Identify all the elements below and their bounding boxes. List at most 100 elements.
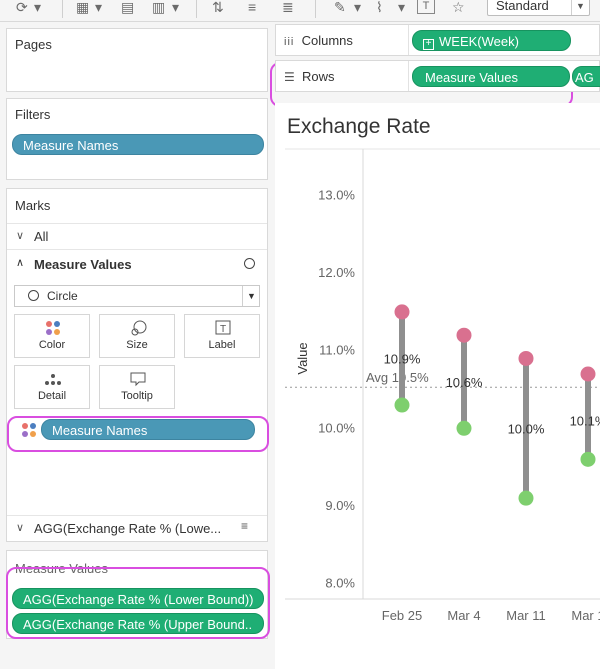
columns-icon: iii	[284, 36, 295, 48]
size-button[interactable]: Size	[99, 314, 175, 358]
detail-icon	[45, 374, 61, 385]
tooltip-button-label: Tooltip	[121, 390, 153, 402]
size-icon	[131, 320, 147, 336]
mark-type-select[interactable]: Circle ▼	[14, 285, 260, 307]
upper-bound-point	[580, 366, 596, 382]
tooltip-button[interactable]: Tooltip	[99, 365, 175, 409]
chart: 13.0% 12.0% 11.0% 10.0% 9.0% 8.0% Value Avg 10.…	[285, 148, 600, 623]
marks-measure-values-label: Measure Values	[34, 257, 132, 272]
lower-bound-point	[394, 397, 410, 413]
y-tick-label: 11.0%	[319, 343, 355, 358]
y-tick-label: 13.0%	[318, 188, 355, 203]
rows-shelf-header: ☰ Rows	[284, 69, 335, 84]
lower-bound-point	[456, 420, 472, 436]
y-tick-label: 9.0%	[325, 498, 355, 513]
y-tick-label: 12.0%	[318, 265, 355, 280]
lower-bound-point	[518, 490, 534, 506]
view-title: Exchange Rate	[287, 115, 431, 138]
swap-rows-columns-icon[interactable]: ⇅	[212, 0, 224, 15]
marks-all-label: All	[34, 229, 49, 244]
rows-icon: ☰	[284, 70, 295, 84]
rows-label: Rows	[302, 69, 335, 84]
marks-agg-row[interactable]: ∨ AGG(Exchange Rate % (Lowe... ≡	[7, 515, 267, 541]
y-axis-title: Value	[295, 342, 310, 374]
upper-bound-point	[456, 327, 472, 343]
dropdown-arrow-icon[interactable]: ▾	[354, 0, 362, 15]
pages-title: Pages	[15, 37, 52, 52]
columns-shelf-header: iii Columns	[284, 33, 353, 48]
y-tick-label: 8.0%	[325, 575, 355, 590]
pages-card[interactable]: Pages	[6, 28, 268, 92]
average-reference-label: Avg 10.5%	[366, 370, 429, 385]
color-button[interactable]: Color	[14, 314, 90, 358]
view-size-select[interactable]: Standard ▼	[487, 0, 590, 16]
dropdown-arrow-icon[interactable]: ▾	[172, 0, 180, 15]
x-tick-label: Mar 11	[506, 608, 546, 623]
redo-icon[interactable]: ⟳	[16, 0, 28, 15]
measure-values-card: Measure Values AGG(Exchange Rate % (Lowe…	[6, 550, 268, 639]
upper-bound-point	[394, 304, 410, 320]
mark-type-value: Circle	[47, 289, 78, 303]
shelf-divider	[408, 61, 409, 91]
chevron-up-icon: ∧	[16, 257, 25, 269]
highlight-color-field	[7, 416, 269, 452]
data-label: 10.1%	[570, 414, 600, 429]
filters-title: Filters	[15, 107, 51, 122]
sort-ascending-icon[interactable]: ≡	[248, 0, 257, 15]
view-size-value: Standard	[496, 0, 549, 13]
svg-text:T: T	[220, 324, 226, 335]
data-label: 10.6%	[446, 375, 483, 390]
color-dots-icon	[46, 321, 60, 335]
detail-button[interactable]: Detail	[14, 365, 90, 409]
upper-bound-point	[518, 350, 534, 366]
dropdown-arrow-icon[interactable]: ▾	[398, 0, 406, 15]
viz-area: Exchange Rate 13.0% 12.0% 11.0% 10.0% 9.0% 8.…	[275, 103, 600, 669]
columns-label: Columns	[301, 33, 353, 48]
pin-icon[interactable]: ☆	[452, 0, 465, 15]
rows-pill-measure-values[interactable]: Measure Values	[412, 66, 570, 87]
toolbar-divider	[315, 0, 316, 18]
label-button[interactable]: T Label	[184, 314, 260, 358]
new-sheet-icon[interactable]: ▦	[76, 0, 90, 15]
filters-card[interactable]: Filters Measure Names	[6, 98, 268, 180]
marks-title: Marks	[15, 198, 51, 213]
marks-agg-label: AGG(Exchange Rate % (Lowe...	[34, 521, 222, 536]
columns-shelf[interactable]: iii Columns + WEEK(Week)	[275, 24, 600, 56]
x-tick-label: Mar 4	[447, 608, 480, 623]
dropdown-arrow-icon[interactable]: ▾	[95, 0, 103, 15]
rows-pill-agg[interactable]: AG	[572, 66, 600, 87]
columns-pill-week[interactable]: + WEEK(Week)	[412, 30, 571, 51]
clear-sheet-icon[interactable]: ▥	[152, 0, 166, 15]
chevron-down-icon: ▼	[571, 0, 589, 15]
marks-all-row[interactable]: ∨ All	[7, 223, 267, 249]
show-mark-labels-icon[interactable]: T	[417, 0, 435, 14]
dropdown-arrow-icon[interactable]: ▾	[34, 0, 42, 15]
toolbar: ⟳ ▾ ▦ ▾ ▤ ▥ ▾ ⇅ ≡ ≣ ✎ ▾ ⌇ ▾ T ☆ Standard…	[0, 0, 600, 22]
data-label: 10.0%	[508, 421, 545, 436]
highlight-pen-icon[interactable]: ✎	[334, 0, 346, 15]
circle-mark-icon	[244, 258, 255, 269]
sort-descending-icon[interactable]: ≣	[282, 0, 294, 15]
lower-bound-point	[580, 451, 596, 467]
data-label: 10.9%	[384, 351, 421, 366]
chevron-down-icon: ∨	[16, 522, 25, 534]
toolbar-divider	[196, 0, 197, 18]
measure-values-pill-upper-bound[interactable]: AGG(Exchange Rate % (Upper Bound..	[12, 613, 264, 634]
color-dots-icon	[22, 423, 36, 437]
filter-pill-measure-names[interactable]: Measure Names	[12, 134, 264, 155]
shelf-divider	[408, 25, 409, 55]
marks-measure-values-row[interactable]: ∧ Measure Values	[7, 249, 267, 277]
expand-icon: +	[423, 39, 434, 50]
duplicate-sheet-icon[interactable]: ▤	[121, 0, 135, 15]
chevron-down-icon: ▼	[242, 286, 260, 306]
group-paperclip-icon[interactable]: ⌇	[376, 0, 383, 15]
label-icon: T	[215, 320, 231, 335]
measure-values-pill-lower-bound[interactable]: AGG(Exchange Rate % (Lower Bound))	[12, 588, 264, 609]
toolbar-divider	[62, 0, 63, 18]
rows-shelf[interactable]: ☰ Rows Measure Values AG	[275, 60, 600, 92]
highlight-measure-values-pills	[6, 567, 270, 639]
color-field-pill-measure-names[interactable]: Measure Names	[41, 419, 255, 440]
marks-card: Marks ∨ All ∧ Measure Values Circle ▼ Co…	[6, 188, 268, 542]
x-tick-label: Mar 1	[571, 608, 600, 623]
chevron-down-icon: ∨	[16, 230, 25, 242]
